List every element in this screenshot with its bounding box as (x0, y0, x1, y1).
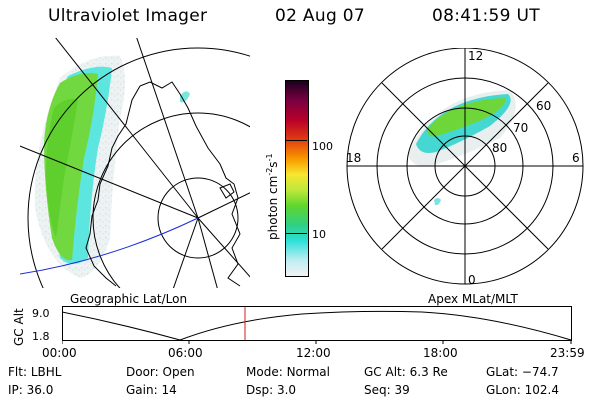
status-dsp-label: Dsp: (246, 383, 274, 397)
status-flt-label: Flt: (8, 365, 27, 379)
status-dsp: Dsp: 3.0 (246, 383, 296, 397)
time-label: 08:41:59 UT (432, 6, 540, 26)
timeline-xlabel-0: 00:00 (42, 346, 77, 360)
polar-patch (434, 198, 441, 206)
mlt-label-6: 6 (572, 151, 580, 165)
geographic-map (20, 38, 250, 288)
instrument-title: Ultraviolet Imager (48, 6, 208, 26)
timeline-xlabel-2: 12:00 (296, 346, 331, 360)
colorbar-tick-10: 10 (312, 228, 326, 241)
altitude-curve (62, 310, 572, 341)
coastline (85, 81, 241, 287)
polar-aurora-green (427, 98, 506, 137)
status-glat-value: −74.7 (521, 365, 559, 379)
status-glat-label: GLat: (486, 365, 519, 379)
timeline-ytick-bottom: 1.8 (32, 330, 50, 343)
polar-diagonal-2 (381, 82, 549, 250)
timeline-xlabel-1: 06:00 (168, 346, 203, 360)
date-label: 02 Aug 07 (275, 6, 365, 26)
timeline-ylabel: GC Alt (12, 308, 26, 346)
status-door: Door: Open (126, 365, 195, 379)
status-gcalt: GC Alt: 6.3 Re (364, 365, 448, 379)
lat-circle-mid (92, 112, 250, 288)
coastline-island (219, 183, 235, 199)
status-seq-value: 39 (394, 383, 410, 397)
status-glon-label: GLon: (486, 383, 521, 397)
status-glon-value: 102.4 (524, 383, 559, 397)
colorbar-label-exp1: -2 (265, 167, 274, 176)
colorbar-tick-mark-100 (285, 140, 307, 141)
lat-label-80: 80 (492, 141, 507, 155)
lat-circle-inner (157, 177, 239, 259)
timeline-xlabel-3: 18:00 (423, 346, 458, 360)
mlt-label-0: 0 (468, 273, 476, 287)
colorbar-label-base: photon cm (266, 175, 280, 240)
colorbar-tick-mark-10 (285, 233, 307, 234)
status-gcalt-label: GC Alt: (364, 365, 406, 379)
lat-label-60: 60 (536, 99, 551, 113)
lat-circle-outer (27, 47, 250, 288)
lat-label-70: 70 (513, 121, 528, 135)
status-seq-label: Seq: (364, 383, 391, 397)
colorbar-label-exp2: -1 (265, 153, 274, 162)
colorbar-label-mid: s (266, 161, 280, 168)
status-dsp-value: 3.0 (276, 383, 297, 397)
status-glon: GLon: 102.4 (486, 383, 559, 397)
altitude-timeline (62, 306, 572, 344)
left-panel-label: Geographic Lat/Lon (70, 292, 188, 306)
status-gcalt-value: 6.3 Re (409, 365, 448, 379)
timeline-xlabel-4: 23:59 (550, 346, 585, 360)
timeline-frame (62, 306, 572, 341)
status-gain: Gain: 14 (126, 383, 177, 397)
status-flt-value: LBHL (30, 365, 62, 379)
status-mode-value: Normal (286, 365, 330, 379)
right-panel-label: Apex MLat/MLT (428, 292, 518, 306)
status-door-label: Door: (126, 365, 159, 379)
aurora-green-core (46, 99, 78, 238)
status-door-value: Open (162, 365, 195, 379)
polar-plot: 12 0 18 6 60 70 80 (346, 48, 584, 287)
colorbar-tick-100: 100 (312, 140, 333, 153)
status-glat: GLat: −74.7 (486, 365, 559, 379)
status-gain-label: Gain: (126, 383, 158, 397)
status-ip-value: 36.0 (26, 383, 54, 397)
status-flt: Flt: LBHL (8, 365, 61, 379)
status-ip-label: IP: (8, 383, 23, 397)
colorbar-label: photon cm-2s-1 (265, 153, 280, 240)
status-mode: Mode: Normal (246, 365, 330, 379)
mlt-label-12: 12 (468, 49, 483, 63)
status-ip: IP: 36.0 (8, 383, 53, 397)
status-gain-value: 14 (161, 383, 177, 397)
status-mode-label: Mode: (246, 365, 283, 379)
status-seq: Seq: 39 (364, 383, 410, 397)
timeline-ytick-top: 9.0 (32, 307, 50, 320)
mlt-label-18: 18 (346, 151, 361, 165)
aurora-patch (180, 91, 190, 103)
meridian-lines (20, 38, 250, 288)
terminator-line (20, 217, 199, 275)
colorbar (285, 80, 309, 277)
timeline-ticks (62, 340, 572, 344)
